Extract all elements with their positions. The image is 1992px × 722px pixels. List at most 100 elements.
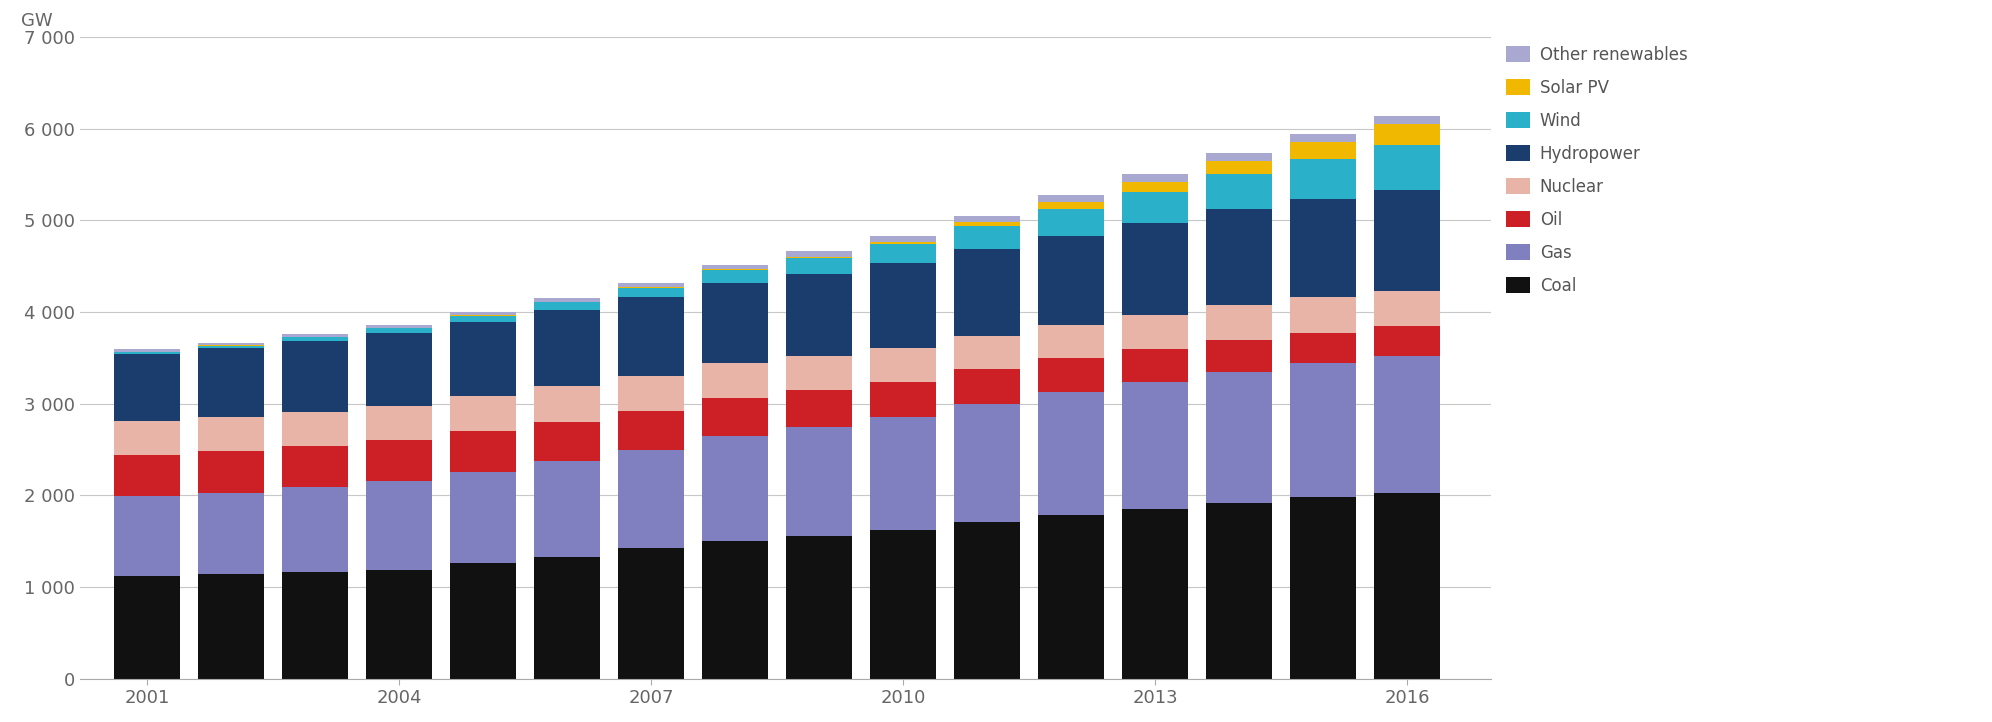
Bar [871,348,936,382]
Bar [871,242,936,244]
Bar [450,312,516,316]
Bar [871,382,936,417]
Bar [1121,175,1187,181]
Bar [1374,116,1440,124]
Bar [1121,509,1187,679]
Bar [199,346,263,348]
Bar [450,396,516,431]
Bar [367,406,432,440]
Bar [1291,333,1357,363]
Bar [787,536,853,679]
Bar [1291,199,1357,297]
Bar [954,336,1020,370]
Bar [787,274,853,356]
Bar [954,370,1020,404]
Bar [1038,209,1104,235]
Bar [1291,142,1357,159]
Bar [1207,305,1271,340]
Bar [450,431,516,471]
Bar [534,297,600,302]
Bar [1374,124,1440,145]
Bar [787,356,853,390]
Bar [787,256,853,258]
Bar [1291,497,1357,679]
Bar [114,455,179,496]
Bar [1038,201,1104,209]
Bar [199,574,263,679]
Bar [954,216,1020,222]
Bar [1038,235,1104,326]
Bar [283,487,349,573]
Bar [199,417,263,451]
Bar [954,226,1020,249]
Bar [534,303,600,310]
Bar [1374,145,1440,190]
Bar [1121,223,1187,316]
Bar [114,421,179,455]
Bar [1038,195,1104,201]
Bar [1207,153,1271,161]
Bar [114,496,179,576]
Bar [450,471,516,563]
Bar [1291,363,1357,497]
Bar [534,310,600,386]
Bar [787,258,853,274]
Bar [1291,159,1357,199]
Bar [450,316,516,322]
Bar [1291,134,1357,142]
Bar [1207,503,1271,679]
Bar [954,522,1020,679]
Bar [618,375,683,411]
Bar [871,236,936,242]
Bar [283,573,349,679]
Bar [1038,326,1104,358]
Bar [871,244,936,263]
Bar [787,251,853,256]
Bar [283,412,349,446]
Bar [618,451,683,549]
Bar [1207,209,1271,305]
Bar [1121,181,1187,192]
Bar [283,334,349,337]
Bar [871,530,936,679]
Bar [1207,340,1271,372]
Bar [703,271,767,283]
Bar [534,386,600,422]
Bar [1207,161,1271,174]
Bar [954,249,1020,336]
Bar [283,337,349,341]
Bar [534,422,600,461]
Bar [871,263,936,348]
Bar [703,363,767,398]
Bar [618,288,683,297]
Bar [367,333,432,406]
Bar [1121,349,1187,382]
Text: GW: GW [20,12,52,30]
Bar [199,492,263,574]
Bar [283,446,349,487]
Bar [1374,190,1440,290]
Bar [199,348,263,417]
Bar [1374,326,1440,356]
Bar [703,542,767,679]
Bar [787,427,853,536]
Bar [954,222,1020,226]
Bar [450,563,516,679]
Bar [114,576,179,679]
Bar [114,352,179,355]
Bar [703,265,767,269]
Bar [703,269,767,271]
Bar [367,481,432,570]
Bar [618,297,683,375]
Bar [1374,356,1440,492]
Legend: Other renewables, Solar PV, Wind, Hydropower, Nuclear, Oil, Gas, Coal: Other renewables, Solar PV, Wind, Hydrop… [1506,45,1687,295]
Bar [618,411,683,451]
Bar [1121,316,1187,349]
Bar [618,549,683,679]
Bar [703,283,767,363]
Bar [114,355,179,421]
Bar [199,451,263,492]
Bar [450,322,516,396]
Bar [534,557,600,679]
Bar [787,390,853,427]
